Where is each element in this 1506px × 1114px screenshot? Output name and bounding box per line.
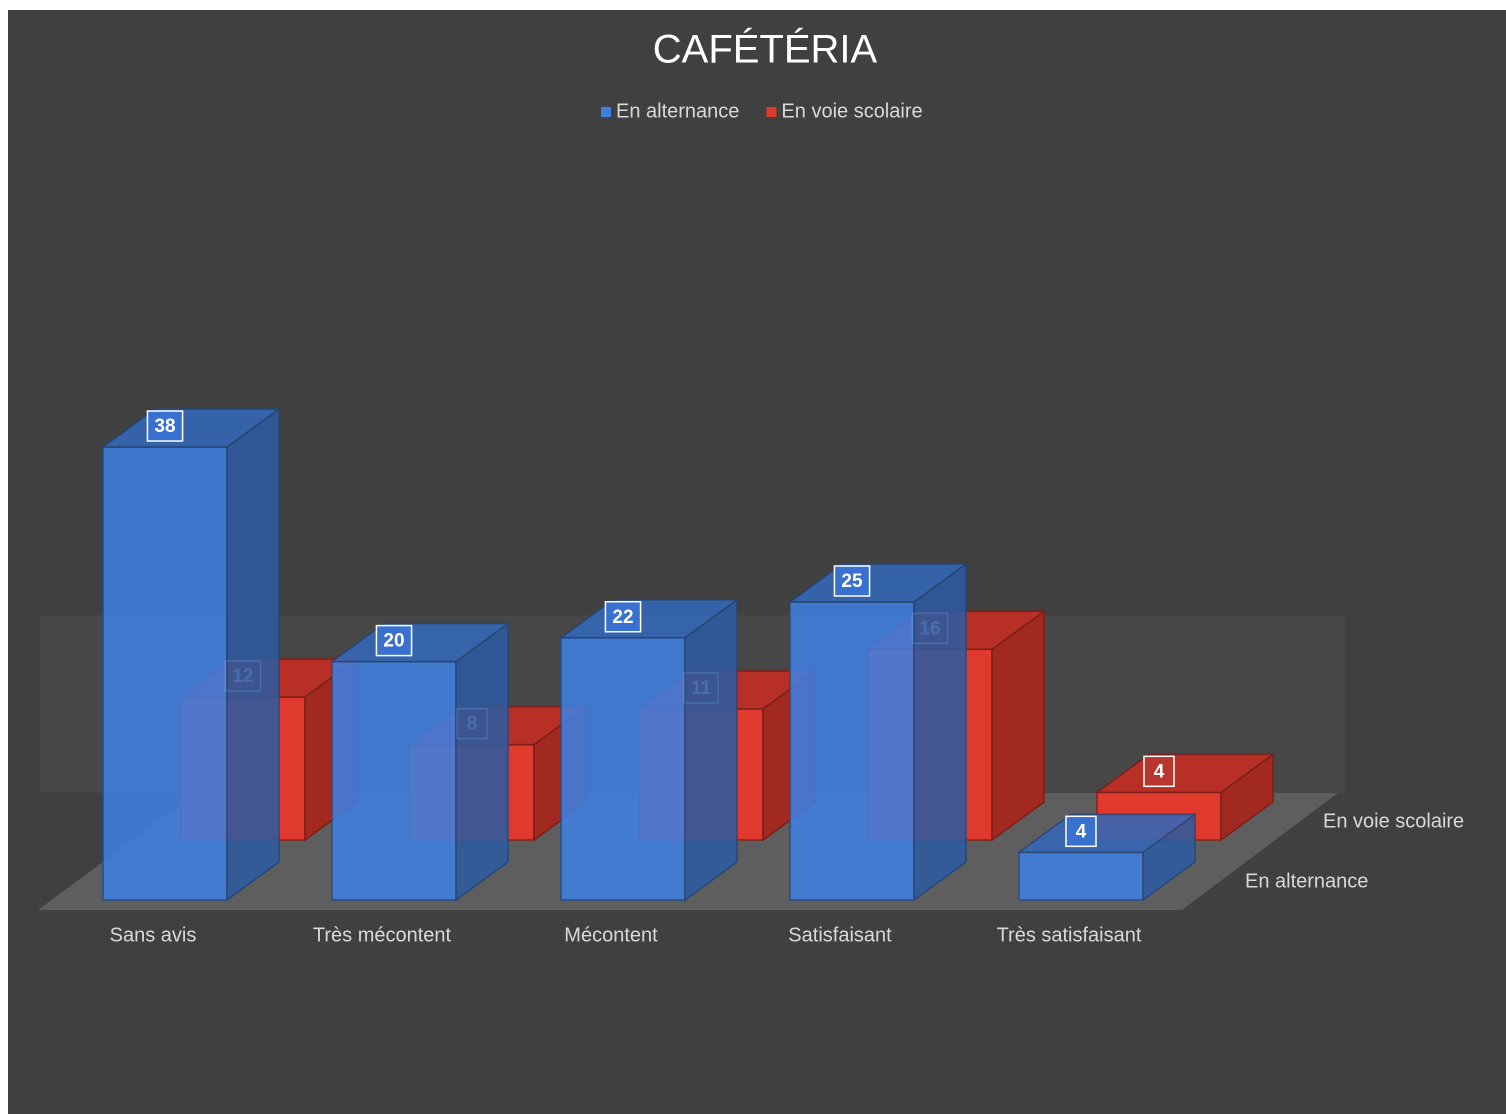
x-tick-label: Très satisfaisant — [997, 924, 1142, 946]
bar — [100, 407, 282, 902]
data-label-box — [375, 624, 413, 657]
data-label: 22 — [604, 601, 642, 633]
x-tick-label: Sans avis — [110, 924, 197, 946]
data-label: 4 — [1143, 755, 1175, 788]
bar-side — [455, 622, 509, 902]
bar-front — [102, 446, 228, 901]
data-label-text: 25 — [841, 571, 863, 592]
bar-front — [789, 601, 915, 901]
data-label-text: 4 — [1076, 821, 1087, 842]
bar — [787, 562, 969, 902]
bar-front — [560, 637, 686, 901]
bar-top — [1016, 813, 1198, 854]
data-label-box — [146, 410, 184, 442]
bar-front — [1018, 851, 1144, 901]
x-tick-label: Satisfaisant — [788, 924, 892, 946]
data-label-box — [833, 565, 871, 597]
chart-title: CAFÉTÉRIA — [653, 27, 878, 72]
legend-swatch — [601, 107, 611, 117]
x-tick-label: Très mécontent — [313, 924, 452, 946]
bar-side — [684, 598, 738, 902]
data-label: 20 — [375, 624, 413, 657]
bar — [1016, 812, 1198, 902]
data-label-box — [1143, 755, 1175, 788]
legend-label: En alternance — [616, 100, 739, 122]
bar — [329, 622, 511, 902]
legend-swatch — [766, 107, 777, 117]
depth-axis-label: En alternance — [1245, 870, 1368, 892]
data-label-box — [1065, 815, 1097, 848]
data-label-box — [604, 601, 642, 633]
data-label: 4 — [1065, 815, 1097, 848]
bar-front — [331, 660, 457, 901]
depth-axis-label: En voie scolaire — [1323, 810, 1464, 832]
data-label: 38 — [146, 410, 184, 442]
bar-side — [226, 407, 280, 902]
bar-side — [991, 609, 1045, 842]
legend-label: En voie scolaire — [781, 100, 922, 122]
data-label-text: 38 — [154, 416, 175, 437]
bar-top — [1094, 753, 1276, 794]
data-label-text: 22 — [612, 607, 633, 628]
data-label-text: 4 — [1154, 761, 1165, 782]
bar — [558, 598, 740, 902]
x-tick-label: Mécontent — [564, 924, 658, 946]
bar-side — [913, 562, 967, 902]
data-label-text: 20 — [383, 631, 404, 652]
data-label: 25 — [833, 565, 871, 597]
